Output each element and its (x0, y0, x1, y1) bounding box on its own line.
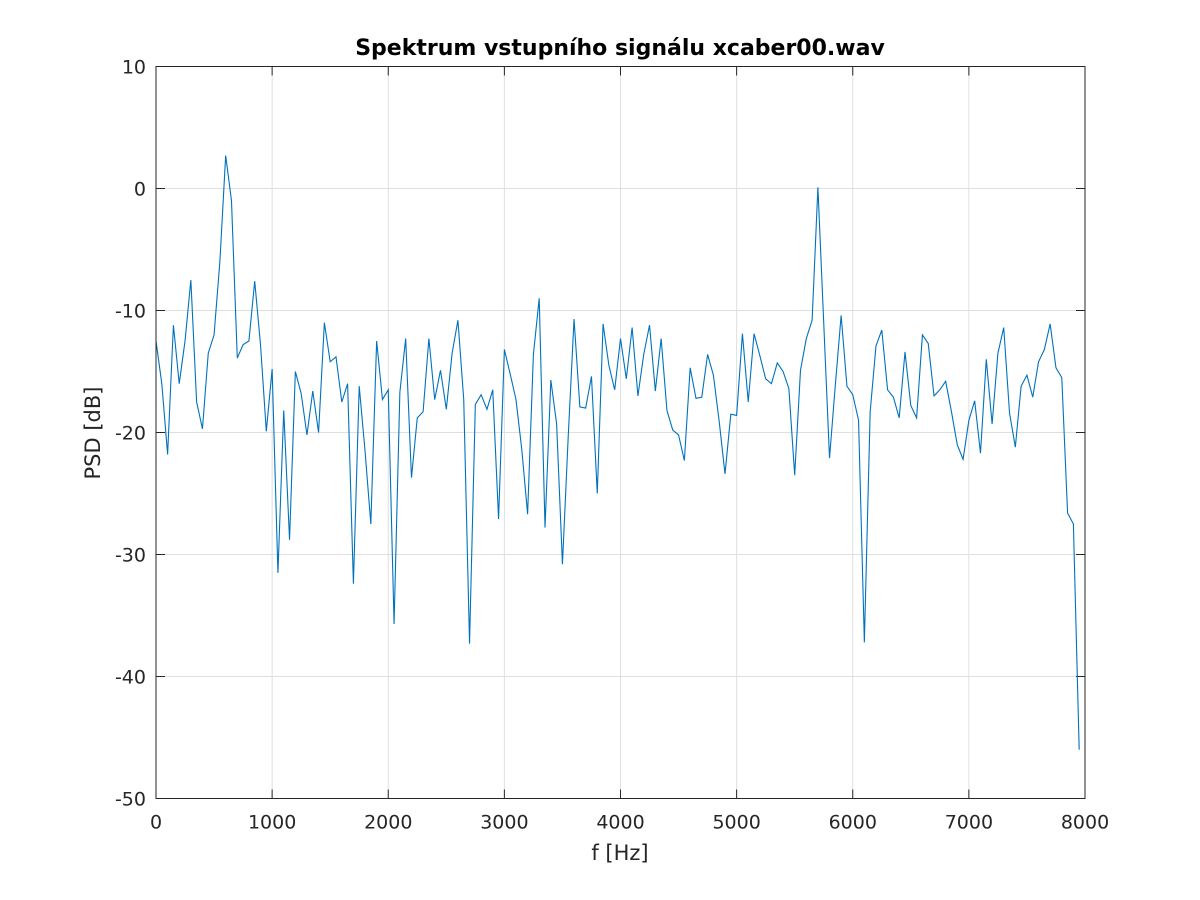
x-axis-label: f [Hz] (591, 841, 648, 865)
x-tick-label: 4000 (596, 812, 644, 834)
series-layer (155, 155, 1080, 750)
y-axis-label: PSD [dB] (81, 387, 105, 480)
x-tick-label: 6000 (829, 812, 877, 834)
y-tick-label: -50 (115, 789, 146, 811)
y-tick-label: 10 (122, 57, 146, 79)
x-tick-label: 0 (150, 812, 162, 834)
y-tick-label: -30 (115, 545, 146, 567)
grid-lines (155, 66, 1086, 799)
x-tick-label: 7000 (945, 812, 993, 834)
y-tick-label: -10 (115, 301, 146, 323)
x-tick-label: 5000 (712, 812, 760, 834)
y-tick-label: 0 (134, 179, 146, 201)
y-tick-label: -40 (115, 667, 146, 689)
chart-title: Spektrum vstupního signálu xcaber00.wav (355, 36, 885, 61)
psd-series-line (155, 155, 1080, 750)
y-tick-label: -20 (115, 423, 146, 445)
x-tick-label: 8000 (1061, 812, 1109, 834)
tick-labels: 0 1000 2000 3000 4000 5000 6000 7000 8000 10 0 -10 -… (115, 57, 1109, 834)
x-tick-label: 1000 (248, 812, 296, 834)
x-tick-label: 3000 (480, 812, 528, 834)
plot-frame (155, 66, 1086, 799)
x-tick-label: 2000 (364, 812, 412, 834)
